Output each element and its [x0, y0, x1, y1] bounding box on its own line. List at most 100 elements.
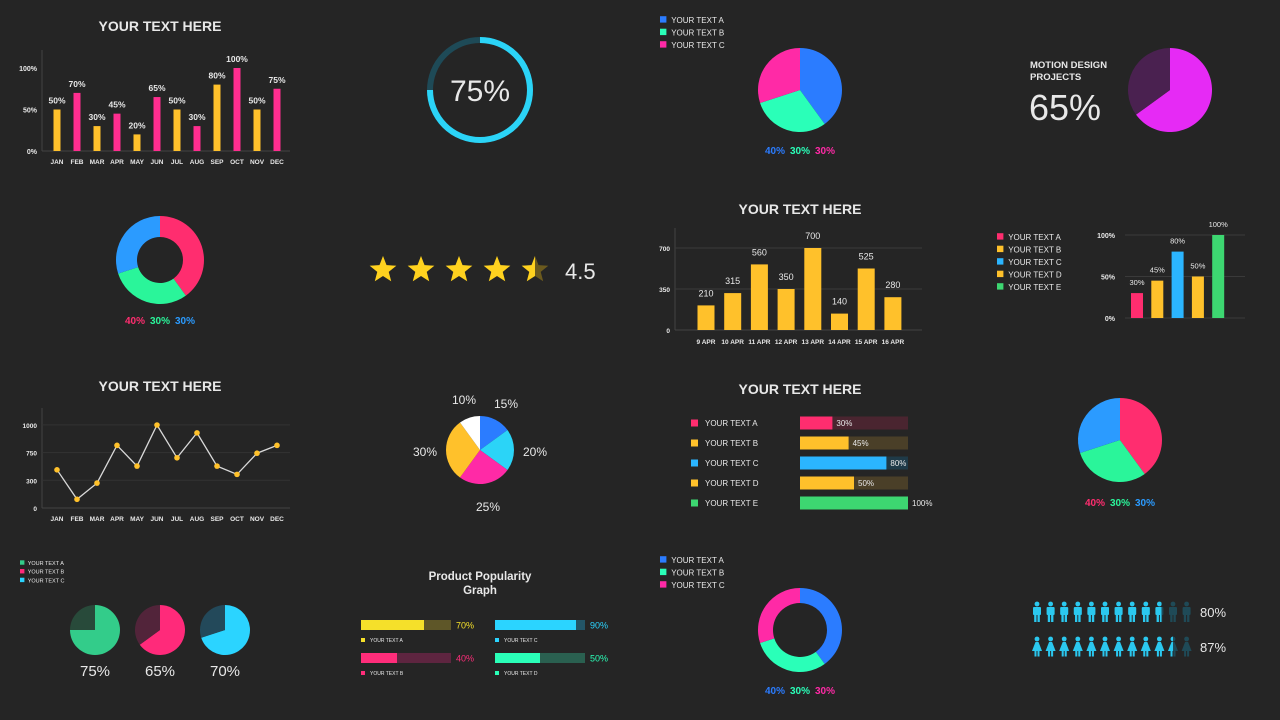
line-chart: YOUR TEXT HERE 0 300 750 1000 JAN FEB MAR APR MAY… [23, 378, 290, 523]
data-point [54, 467, 60, 473]
male-person-icon [1046, 601, 1055, 622]
bar-value-label: 140 [832, 297, 847, 307]
pie-slice [758, 48, 800, 103]
male-person-icon [1073, 601, 1082, 622]
x-tick-label: APR [110, 516, 124, 523]
progress-ring: 75% [427, 37, 533, 143]
pie-slice [70, 605, 95, 630]
bar-category-label: YOUR TEXT B [705, 439, 758, 448]
pie-slice [1078, 398, 1120, 453]
bar [73, 92, 81, 151]
x-tick-label: JAN [50, 516, 63, 523]
x-tick-label: 10 APR [721, 339, 744, 346]
motion-title: PROJECTS [1030, 72, 1081, 83]
bar [724, 293, 742, 330]
x-tick-label: 16 APR [882, 339, 905, 346]
legend-label: YOUR TEXT B [1008, 246, 1061, 255]
bar-value-label: 90% [590, 621, 608, 631]
bar-value-label: 100% [1209, 220, 1229, 229]
x-tick-label: JUN [150, 516, 163, 523]
bar [153, 97, 161, 151]
pie-value-label: 40% [765, 146, 785, 157]
pie-value-label: 30% [815, 146, 835, 157]
pie-value-label: 70% [210, 663, 240, 680]
pie-value-label: 30% [1135, 498, 1155, 509]
pie-slice [460, 450, 508, 485]
female-person-icon [1127, 636, 1138, 657]
x-tick-label: OCT [230, 516, 244, 523]
bar [253, 109, 261, 151]
pie-slice [480, 430, 515, 470]
people-pictogram: 80% 87% [1032, 601, 1226, 657]
legend-swatch [660, 16, 667, 23]
legend-label: YOUR TEXT B [370, 671, 404, 677]
y-tick-label: 300 [26, 478, 37, 485]
legend-label: YOUR TEXT A [1008, 233, 1061, 242]
legend-label: YOUR TEXT E [1008, 283, 1061, 292]
bar [273, 88, 281, 151]
y-tick-label: 100% [19, 66, 38, 73]
pictogram-value-label: 80% [1200, 605, 1226, 620]
legend-swatch [997, 270, 1004, 278]
bar-category-label: YOUR TEXT C [705, 459, 759, 468]
legend-label: YOUR TEXT A [671, 16, 724, 25]
pie-value-label: 65% [145, 663, 175, 680]
male-person-icon [1033, 601, 1041, 622]
bar-fill [361, 653, 397, 663]
bar-value-label: 30% [836, 419, 852, 428]
bar-value-label: 100% [912, 499, 932, 508]
x-tick-label: NOV [250, 159, 265, 166]
ring-progress [427, 37, 533, 143]
y-tick-label: 0 [33, 506, 37, 513]
pie-value-label: 75% [80, 663, 110, 680]
x-tick-label: JUN [150, 159, 163, 166]
bar [831, 313, 848, 330]
pie-slice [760, 90, 825, 133]
bar-value-label: 50% [168, 96, 185, 106]
ring-value-label: 75% [450, 75, 510, 108]
male-person-icon [1087, 601, 1096, 622]
pie-chart-right: 40% 30% 30% [1078, 398, 1162, 509]
female-person-icon [1045, 636, 1056, 657]
daily-bar-chart: YOUR TEXT HERE 0 350 700 210 9 APR 315 10 APR 56… [659, 201, 922, 346]
bar-category-label: YOUR TEXT D [705, 479, 759, 488]
legend-swatch [20, 577, 25, 583]
horizontal-bar-chart: YOUR TEXT HERE YOUR TEXT A 30% YOUR TEXT B 4… [691, 381, 932, 510]
pictogram-fill [1033, 601, 1162, 622]
bar-value-label: 70% [68, 79, 85, 89]
donut-value-label: 40% [765, 686, 785, 697]
female-person-icon [1100, 636, 1110, 657]
pie-slice [760, 638, 825, 673]
y-tick-label: 50% [23, 108, 38, 115]
legend-swatch [660, 581, 667, 588]
chart-title: YOUR TEXT HERE [739, 201, 862, 217]
bar-fill [800, 436, 849, 450]
legend-label: YOUR TEXT D [504, 671, 538, 677]
star-icon-filled [407, 256, 435, 282]
x-tick-label: FEB [71, 159, 84, 166]
bar-value-label: 560 [752, 247, 767, 257]
chart-title: YOUR TEXT HERE [99, 378, 222, 394]
donut-chart-bottom: YOUR TEXT A YOUR TEXT B YOUR TEXT C 40% 30% 3… [660, 556, 843, 697]
pie-value-label: 30% [413, 445, 437, 459]
legend-swatch [997, 245, 1004, 253]
x-tick-label: DEC [270, 516, 284, 523]
bar-value-label: 525 [859, 252, 874, 262]
pie-chart-abc: YOUR TEXT A YOUR TEXT B YOUR TEXT C 40% 30% 3… [660, 16, 843, 157]
male-person-icon [1060, 601, 1069, 622]
pie-value-label: 30% [790, 146, 810, 157]
bar-fill [495, 620, 576, 630]
pie-slice [1080, 440, 1145, 482]
legend-swatch [691, 439, 698, 447]
bar [213, 84, 221, 151]
legend-swatch [660, 41, 667, 48]
bar-value-label: 50% [48, 96, 65, 106]
x-tick-label: SEP [210, 159, 224, 166]
x-tick-label: 11 APR [748, 339, 770, 346]
male-person-icon-dim [1169, 601, 1177, 622]
bar-value-label: 75% [268, 75, 285, 85]
legend-label: YOUR TEXT D [1008, 271, 1062, 280]
x-tick-label: MAY [130, 516, 145, 523]
pie-slice [800, 48, 843, 124]
